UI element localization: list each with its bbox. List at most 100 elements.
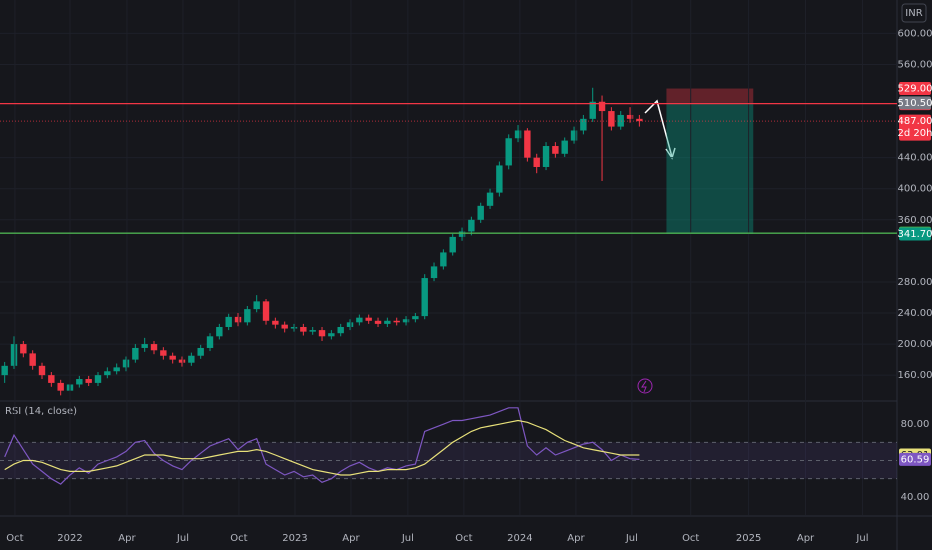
candle-body: [561, 140, 568, 154]
candle-body: [300, 326, 307, 332]
candle-body: [48, 375, 55, 383]
x-tick-label: 2025: [736, 533, 761, 544]
rsi-tick-label: 40.00: [901, 492, 930, 503]
y-tick-label: 560.00: [898, 59, 932, 70]
candle-body: [272, 320, 279, 325]
candle-body: [253, 301, 260, 310]
candle-body: [244, 309, 251, 323]
candle-body: [197, 347, 204, 356]
candle-body: [402, 319, 410, 323]
candle-body: [570, 130, 578, 141]
y-tick-label: 200.00: [898, 339, 932, 350]
last-price-label: 487.00: [898, 116, 932, 127]
candle-body: [636, 118, 643, 122]
candle-body: [1, 365, 8, 376]
price-pane: [0, 32, 897, 396]
x-tick-label: Jul: [401, 533, 414, 544]
x-tick-label: Apr: [567, 533, 585, 544]
x-tick-label: Apr: [797, 533, 815, 544]
candle-body: [29, 353, 36, 366]
candle-body: [598, 101, 606, 112]
candle-body: [206, 336, 214, 348]
x-tick-label: Apr: [342, 533, 360, 544]
candle-body: [468, 219, 475, 232]
candle-body: [281, 324, 288, 329]
target-zone: [666, 102, 754, 235]
x-tick-label: Jul: [625, 533, 638, 544]
target-tag: [899, 227, 931, 241]
candle-body: [356, 317, 363, 323]
x-tick-label: Apr: [118, 533, 136, 544]
candle-body: [318, 330, 326, 337]
candle-body: [216, 326, 223, 337]
entry-label: 510.50: [898, 98, 932, 109]
rsi-line: [4, 407, 640, 485]
candle-body: [393, 320, 400, 323]
candle-body: [20, 344, 27, 354]
candle-body: [374, 320, 382, 324]
candle-body: [38, 365, 46, 376]
candle-body: [458, 231, 466, 237]
stop-zone: [666, 88, 754, 103]
candle-body: [496, 165, 503, 193]
candle-body: [337, 326, 344, 334]
event-bolt: [641, 380, 647, 393]
x-tick-label: 2023: [282, 533, 307, 544]
candle-body: [309, 330, 316, 332]
candle-body: [188, 355, 195, 363]
candle-body: [430, 266, 438, 279]
drawn-arrow[interactable]: [644, 99, 673, 158]
entry-tag: [899, 96, 931, 110]
countdown-label: 2d 20h: [898, 128, 932, 139]
candle-body: [477, 205, 484, 220]
candle-body: [421, 278, 428, 317]
candle-body: [150, 344, 158, 351]
candle-body: [589, 101, 596, 119]
target-label: 341.70: [898, 229, 932, 240]
currency-box[interactable]: [901, 3, 927, 23]
candle-body: [524, 130, 531, 158]
candle-body: [449, 236, 456, 253]
candle-body: [262, 301, 270, 321]
rsi-line: [4, 419, 640, 476]
x-tick-label: Oct: [230, 533, 247, 544]
candle-body: [384, 320, 391, 324]
event-icon[interactable]: [637, 378, 653, 394]
stop-label: 529.00: [898, 84, 932, 95]
candle-body: [514, 130, 522, 139]
y-tick-label: 240.00: [898, 308, 932, 319]
candle-body: [141, 344, 148, 348]
x-tick-label: Jul: [855, 533, 868, 544]
candle-body: [132, 347, 139, 360]
x-tick-label: Oct: [6, 533, 23, 544]
candle-body: [113, 367, 120, 372]
y-tick-label: 400.00: [898, 184, 932, 195]
candle-body: [346, 322, 354, 327]
rsi-value-tag: [899, 452, 931, 466]
rsi-tick-label: 80.00: [901, 419, 930, 430]
rsi-value-label: 60.59: [901, 454, 930, 465]
candle-body: [234, 316, 242, 323]
candle-body: [160, 350, 167, 356]
candle-body: [608, 111, 615, 127]
candle-body: [225, 316, 232, 327]
candle-body: [328, 333, 335, 337]
candle-body: [617, 114, 624, 127]
candle-body: [290, 326, 298, 329]
candle-body: [85, 379, 92, 383]
x-tick-label: Oct: [682, 533, 699, 544]
y-tick-label: 360.00: [898, 215, 932, 226]
y-tick-label: 160.00: [898, 370, 932, 381]
candle-body: [542, 146, 550, 167]
x-tick-label: Oct: [455, 533, 472, 544]
currency: INR: [905, 8, 922, 19]
countdown-tag: [899, 114, 931, 141]
candle-body: [505, 138, 512, 166]
x-tick-label: Jul: [176, 533, 189, 544]
x-tick-label: 2024: [507, 533, 532, 544]
candle-body: [10, 344, 18, 366]
candle-body: [76, 379, 83, 385]
candle-body: [178, 359, 186, 363]
